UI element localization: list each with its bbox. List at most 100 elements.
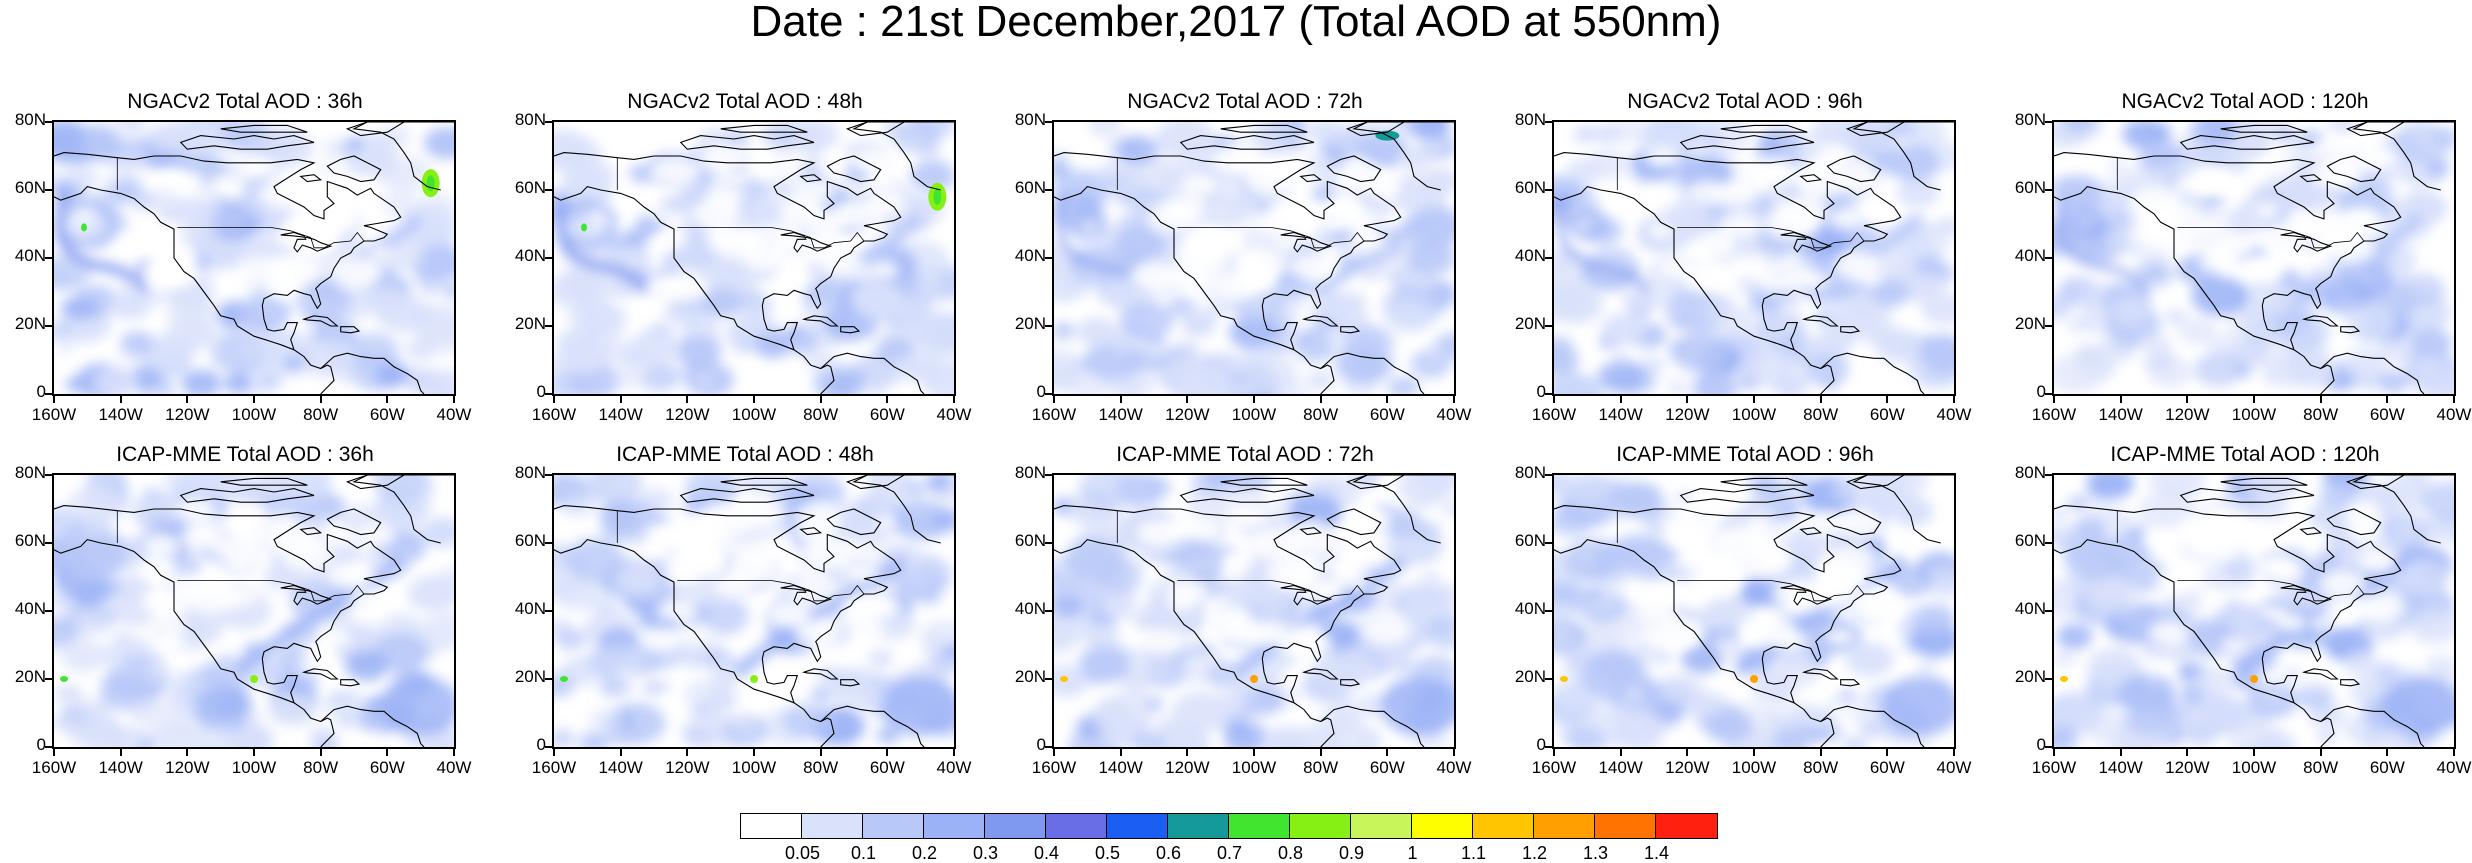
lat-tick-label: 20N	[514, 667, 546, 686]
lon-tick-label: 120W	[2165, 758, 2210, 777]
lat-tick	[1045, 393, 1052, 395]
colorbar-box	[1412, 814, 1473, 838]
lat-tick-label: 0	[1536, 735, 1546, 754]
lon-tick	[686, 749, 689, 756]
lon-tick	[686, 396, 689, 403]
lon-tick	[1319, 396, 1322, 403]
lon-tick	[1053, 396, 1055, 403]
lat-tick	[545, 474, 552, 476]
lon-tick-label: 80W	[803, 758, 839, 777]
lon-tick-label: 120W	[165, 405, 210, 424]
lat-tick	[45, 474, 52, 476]
lon-tick	[1453, 396, 1455, 403]
lon-tick-label: 100W	[2231, 405, 2277, 424]
colorbar-box	[802, 814, 863, 838]
lon-tick	[253, 749, 255, 756]
lat-tick-label: 0	[36, 382, 46, 401]
lon-tick	[319, 749, 322, 756]
lon-tick	[619, 749, 622, 756]
lon-tick-label: 40W	[1936, 758, 1972, 777]
aod-map	[2052, 120, 2456, 396]
lat-tick	[1045, 257, 1052, 259]
lat-tick	[2045, 325, 2052, 327]
lon-tick-label: 40W	[2436, 758, 2472, 777]
lon-tick-label: 80W	[1303, 405, 1339, 424]
colorbar-box	[1290, 814, 1351, 838]
lat-tick	[45, 121, 52, 123]
lat-tick-label: 20N	[1014, 667, 1046, 686]
lon-tick-label: 160W	[531, 405, 577, 424]
lat-tick-label: 80N	[1514, 110, 1546, 129]
lon-tick-label: 120W	[665, 758, 710, 777]
lat-tick-label: 40N	[1014, 246, 1046, 265]
lat-tick	[1545, 257, 1552, 259]
lat-tick-label: 40N	[514, 246, 546, 265]
colorbar-box	[1595, 814, 1656, 838]
colorbar-box	[985, 814, 1046, 838]
lon-tick-label: 40W	[2436, 405, 2472, 424]
lon-tick	[1819, 749, 1822, 756]
aod-map	[1552, 120, 1956, 396]
lon-tick	[186, 396, 189, 403]
map-panel-ngac-72h: NGACv2 Total AOD : 72h 80N 60N 40N 20N 0 160W 1…	[1000, 90, 1490, 430]
lat-tick	[1545, 610, 1552, 612]
lon-tick-label: 80W	[1303, 758, 1339, 777]
lon-tick	[1553, 749, 1555, 756]
aod-map	[1052, 120, 1456, 396]
lon-tick	[53, 749, 55, 756]
lat-tick	[545, 393, 552, 395]
lat-tick-label: 80N	[514, 110, 546, 129]
lon-tick-label: 120W	[665, 405, 710, 424]
colorbar-label: 1	[1407, 843, 1418, 863]
lon-tick-label: 100W	[1731, 758, 1777, 777]
panel-title: NGACv2 Total AOD : 36h	[127, 90, 363, 113]
lon-tick	[1386, 396, 1389, 403]
lon-tick	[1453, 749, 1455, 756]
colorbar-label: 1.4	[1643, 843, 1670, 863]
lon-tick-label: 140W	[598, 758, 643, 777]
lat-tick-label: 40N	[14, 246, 46, 265]
lon-tick-label: 60W	[1869, 758, 1905, 777]
lon-tick	[1553, 396, 1555, 403]
lat-tick-label: 20N	[2014, 314, 2046, 333]
lon-tick-label: 100W	[231, 405, 277, 424]
panel-title: NGACv2 Total AOD : 96h	[1627, 90, 1863, 113]
lat-tick-label: 60N	[14, 531, 46, 550]
lon-tick-label: 40W	[936, 758, 972, 777]
lat-tick-label: 80N	[1014, 463, 1046, 482]
lon-tick	[1753, 396, 1755, 403]
lon-tick	[1053, 749, 1055, 756]
lon-tick	[386, 749, 389, 756]
lon-tick	[453, 396, 455, 403]
colorbar-box	[1046, 814, 1107, 838]
lon-tick-label: 80W	[303, 758, 339, 777]
lon-tick-label: 100W	[1731, 405, 1777, 424]
lon-tick	[319, 396, 322, 403]
panel-title: NGACv2 Total AOD : 48h	[627, 90, 863, 113]
lat-tick-label: 20N	[2014, 667, 2046, 686]
lon-tick-label: 100W	[731, 758, 777, 777]
lon-tick	[2319, 396, 2322, 403]
colorbar-label: 0.7	[1216, 843, 1243, 863]
lat-tick	[2045, 746, 2052, 748]
lat-tick-label: 80N	[1514, 463, 1546, 482]
lon-tick-label: 140W	[1598, 758, 1643, 777]
lon-tick	[819, 396, 822, 403]
colorbar-label: 0.1	[850, 843, 877, 863]
lon-tick	[2119, 396, 2122, 403]
lat-tick	[45, 393, 52, 395]
lon-tick-label: 160W	[1031, 405, 1077, 424]
lon-tick	[1686, 749, 1689, 756]
map-panel-icap-36h: ICAP-MME Total AOD : 36h 80N 60N 40N 20N 0 160…	[0, 443, 490, 783]
lat-tick	[2045, 393, 2052, 395]
colorbar-label: 1.2	[1521, 843, 1548, 863]
map-panel-icap-72h: ICAP-MME Total AOD : 72h 80N 60N 40N 20N 0 160…	[1000, 443, 1490, 783]
colorbar-box	[1656, 814, 1717, 838]
lat-tick-label: 60N	[14, 178, 46, 197]
lat-tick	[545, 610, 552, 612]
lat-tick-label: 60N	[1514, 531, 1546, 550]
lat-tick-label: 40N	[1514, 246, 1546, 265]
lon-tick-label: 140W	[2098, 758, 2143, 777]
panel-title: NGACv2 Total AOD : 72h	[1127, 90, 1363, 113]
lon-tick	[553, 749, 555, 756]
